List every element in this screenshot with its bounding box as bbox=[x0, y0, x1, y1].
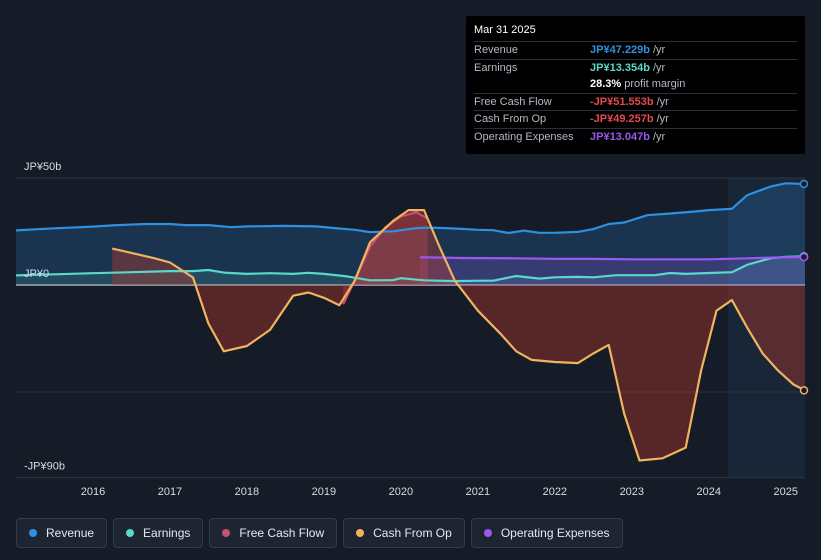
tooltip-row-opex: Operating Expenses JP¥13.047b /yr bbox=[474, 127, 797, 146]
x-tick-label: 2019 bbox=[312, 486, 336, 498]
tooltip-value: -JP¥49.257b bbox=[590, 113, 654, 126]
series-lines bbox=[15, 182, 806, 462]
tooltip-unit: profit margin bbox=[624, 78, 686, 91]
tooltip-unit: /yr bbox=[652, 44, 666, 57]
x-tick-label: 2018 bbox=[235, 486, 259, 498]
legend-dot-icon bbox=[29, 529, 37, 537]
tooltip-unit: /yr bbox=[656, 113, 669, 126]
tooltip-unit: /yr bbox=[652, 130, 666, 143]
legend-label: Cash From Op bbox=[373, 526, 452, 540]
y-label: JP¥50b bbox=[24, 161, 61, 173]
x-tick-label: 2023 bbox=[620, 486, 644, 498]
area-cash-from-op bbox=[112, 210, 805, 461]
legend-label: Earnings bbox=[143, 526, 191, 540]
x-tick-label: 2025 bbox=[774, 486, 798, 498]
tooltip-value: -JP¥51.553b bbox=[590, 95, 654, 108]
tooltip-row-fcf: Free Cash Flow -JP¥51.553b /yr bbox=[474, 92, 797, 111]
tooltip-value: JP¥13.047b bbox=[590, 130, 650, 143]
x-tick-label: 2022 bbox=[543, 486, 567, 498]
x-tick-label: 2017 bbox=[158, 486, 182, 498]
highlight-band bbox=[728, 178, 805, 478]
y-axis-labels: JP¥50b JP¥0 -JP¥90b bbox=[24, 161, 65, 473]
tooltip-label: Cash From Op bbox=[474, 113, 547, 126]
tooltip-value: JP¥13.354b bbox=[590, 61, 650, 74]
legend-revenue[interactable]: Revenue bbox=[16, 518, 108, 548]
legend-label: Operating Expenses bbox=[500, 526, 610, 540]
grid bbox=[16, 177, 805, 479]
y-label: -JP¥90b bbox=[24, 461, 65, 473]
line-operating-expenses bbox=[420, 256, 806, 261]
tooltip-label: Free Cash Flow bbox=[474, 95, 552, 108]
area-free-cash-flow bbox=[343, 212, 428, 305]
line-revenue bbox=[15, 182, 806, 235]
legend-dot-icon bbox=[356, 529, 365, 537]
legend-label: Free Cash Flow bbox=[239, 526, 325, 540]
area-earnings bbox=[16, 256, 805, 285]
area-operating-expenses bbox=[420, 257, 805, 285]
legend-dot-icon bbox=[222, 529, 231, 537]
tooltip-row-cfo: Cash From Op -JP¥49.257b /yr bbox=[474, 110, 797, 128]
legend-label: Revenue bbox=[46, 526, 95, 540]
tooltip: Mar 31 2025 Revenue JP¥47.229b /yr Earni… bbox=[466, 16, 805, 154]
legend-dot-icon bbox=[126, 529, 135, 537]
series-end-markers bbox=[799, 179, 809, 395]
x-axis-labels: 2016 2017 2018 2019 2020 2021 2022 2023 2024 2025 bbox=[81, 486, 798, 498]
legend: Revenue Earnings Free Cash Flow Cash Fro… bbox=[16, 518, 623, 548]
tooltip-label: Operating Expenses bbox=[474, 130, 574, 143]
x-tick-label: 2020 bbox=[389, 486, 413, 498]
tooltip-row-revenue: Revenue JP¥47.229b /yr bbox=[474, 41, 797, 59]
end-marker bbox=[799, 386, 809, 395]
legend-free-cash-flow[interactable]: Free Cash Flow bbox=[209, 518, 338, 548]
line-cash-from-op bbox=[111, 209, 806, 462]
tooltip-row-earnings: Earnings JP¥13.354b /yr bbox=[474, 58, 797, 77]
tooltip-row-margin: 28.3% profit margin bbox=[474, 76, 797, 93]
x-tick-label: 2016 bbox=[81, 486, 105, 498]
end-marker bbox=[799, 252, 809, 262]
tooltip-unit: /yr bbox=[652, 61, 666, 74]
y-label: JP¥0 bbox=[24, 268, 49, 280]
legend-cash-from-op[interactable]: Cash From Op bbox=[343, 518, 465, 548]
legend-earnings[interactable]: Earnings bbox=[113, 518, 204, 548]
legend-operating-expenses[interactable]: Operating Expenses bbox=[470, 518, 623, 548]
x-tick-label: 2024 bbox=[697, 486, 721, 498]
tooltip-value: JP¥47.229b bbox=[590, 44, 650, 57]
x-tick-label: 2021 bbox=[466, 486, 490, 498]
tooltip-label: Earnings bbox=[474, 61, 518, 74]
tooltip-value: 28.3% bbox=[590, 78, 622, 91]
end-marker bbox=[799, 179, 809, 189]
tooltip-label: Revenue bbox=[474, 44, 519, 57]
legend-dot-icon bbox=[483, 529, 492, 537]
tooltip-date: Mar 31 2025 bbox=[474, 24, 536, 36]
tooltip-unit: /yr bbox=[656, 95, 669, 108]
